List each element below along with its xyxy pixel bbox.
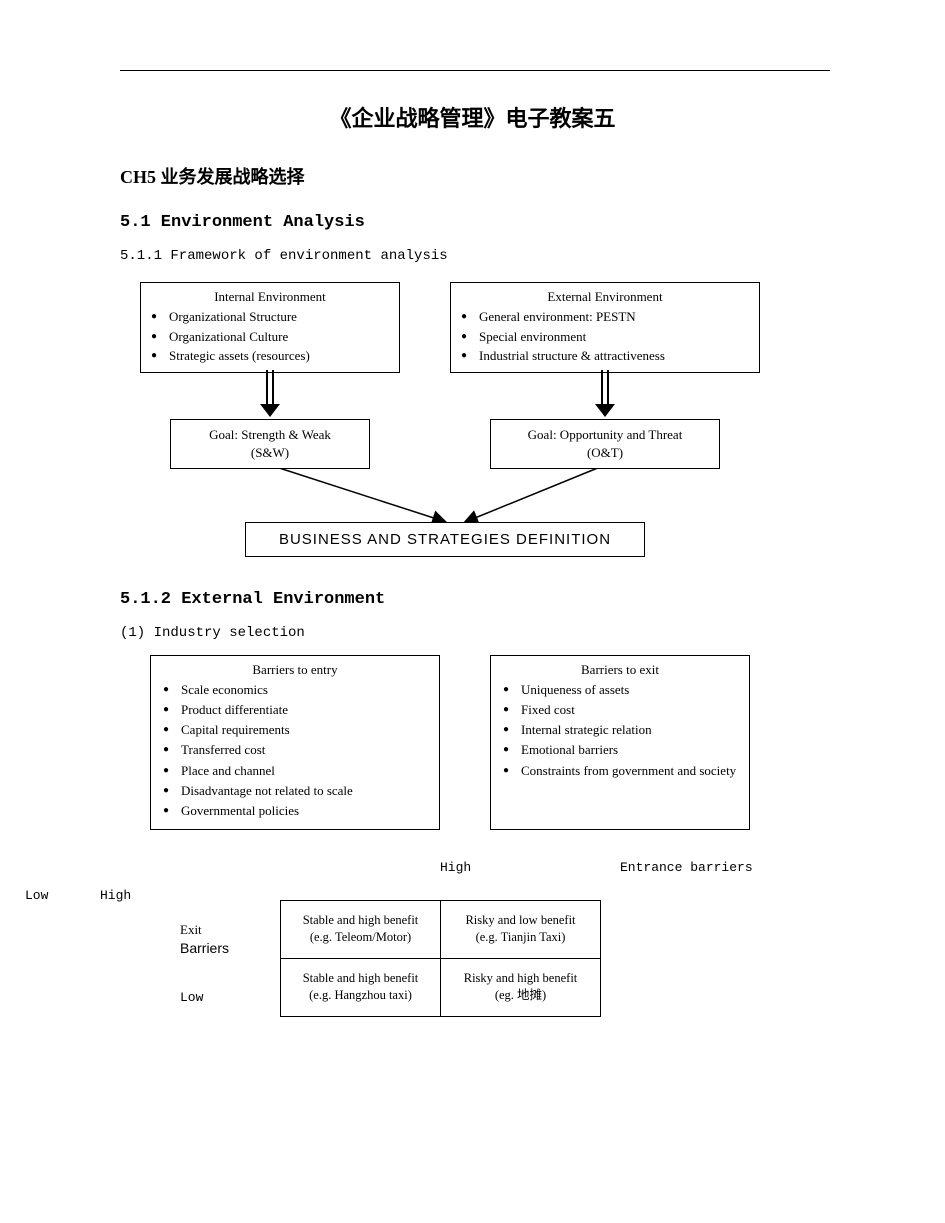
matrix-col-high: High	[440, 860, 471, 875]
external-environment-box: External Environment General environment…	[450, 282, 760, 373]
entry-item: Scale economics	[163, 680, 427, 700]
internal-item: Organizational Culture	[151, 327, 389, 347]
section-5-1: 5.1 Environment Analysis	[120, 213, 825, 232]
external-item: General environment: PESTN	[461, 307, 749, 327]
barriers-exit-title: Barriers to exit	[503, 662, 737, 678]
barriers-entry-box: Barriers to entry Scale economics Produc…	[150, 655, 440, 830]
exit-item: Emotional barriers	[503, 740, 737, 760]
cell-line1: Stable and high benefit	[285, 912, 436, 930]
external-item: Special environment	[461, 327, 749, 347]
entry-item: Governmental policies	[163, 801, 427, 821]
goal-sw-line1: Goal: Strength & Weak	[179, 426, 361, 444]
goal-strength-weak-box: Goal: Strength & Weak (S&W)	[170, 419, 370, 469]
matrix-barriers-label: Barriers	[180, 940, 229, 956]
entry-item: Place and channel	[163, 761, 427, 781]
matrix-cell: Risky and high benefit (eg. 地摊)	[441, 958, 601, 1016]
cell-line2: (e.g. Teleom/Motor)	[285, 929, 436, 947]
matrix-exit-label: Exit	[180, 922, 202, 938]
top-rule	[120, 70, 830, 71]
external-title: External Environment	[461, 289, 749, 305]
goal-ot-line1: Goal: Opportunity and Threat	[499, 426, 711, 444]
barriers-exit-box: Barriers to exit Uniqueness of assets Fi…	[490, 655, 750, 830]
entry-item: Capital requirements	[163, 720, 427, 740]
section-5-1-1: 5.1.1 Framework of environment analysis	[120, 248, 825, 264]
cell-line1: Risky and low benefit	[445, 912, 596, 930]
cell-line2: (e.g. Tianjin Taxi)	[445, 929, 596, 947]
exit-item: Fixed cost	[503, 700, 737, 720]
entry-item: Disadvantage not related to scale	[163, 781, 427, 801]
internal-title: Internal Environment	[151, 289, 389, 305]
cell-line2: (eg. 地摊)	[445, 987, 596, 1005]
matrix-cell: Risky and low benefit (e.g. Tianjin Taxi…	[441, 900, 601, 958]
framework-diagram: Internal Environment Organizational Stru…	[140, 282, 840, 562]
entry-item: Transferred cost	[163, 740, 427, 760]
internal-item: Organizational Structure	[151, 307, 389, 327]
goal-ot-line2: (O&T)	[499, 444, 711, 462]
matrix-row-low: Low	[180, 990, 203, 1005]
goal-opportunity-threat-box: Goal: Opportunity and Threat (O&T)	[490, 419, 720, 469]
exit-item: Internal strategic relation	[503, 720, 737, 740]
cell-line1: Risky and high benefit	[445, 970, 596, 988]
goal-sw-line2: (S&W)	[179, 444, 361, 462]
entry-exit-matrix: High Entrance barriers Low High Exit Bar…	[120, 860, 820, 1080]
barriers-row: Barriers to entry Scale economics Produc…	[150, 655, 825, 830]
cell-line1: Stable and high benefit	[285, 970, 436, 988]
matrix-cell: Stable and high benefit (e.g. Teleom/Mot…	[281, 900, 441, 958]
matrix-entrance-barriers: Entrance barriers	[620, 860, 753, 875]
exit-item: Constraints from government and society	[503, 761, 737, 781]
industry-selection-label: (1) Industry selection	[120, 625, 825, 641]
matrix-cell: Stable and high benefit (e.g. Hangzhou t…	[281, 958, 441, 1016]
section-5-1-2: 5.1.2 External Environment	[120, 590, 825, 609]
internal-item: Strategic assets (resources)	[151, 346, 389, 366]
business-strategies-definition-box: BUSINESS AND STRATEGIES DEFINITION	[245, 522, 645, 557]
cell-line2: (e.g. Hangzhou taxi)	[285, 987, 436, 1005]
internal-environment-box: Internal Environment Organizational Stru…	[140, 282, 400, 373]
exit-item: Uniqueness of assets	[503, 680, 737, 700]
matrix-table: Stable and high benefit (e.g. Teleom/Mot…	[280, 900, 601, 1017]
external-item: Industrial structure & attractiveness	[461, 346, 749, 366]
matrix-low-left: Low	[25, 888, 48, 903]
barriers-entry-title: Barriers to entry	[163, 662, 427, 678]
matrix-row-high: High	[100, 888, 131, 903]
page-title: 《企业战略管理》电子教案五	[120, 101, 825, 133]
chapter-heading: CH5 业务发展战略选择	[120, 163, 825, 189]
entry-item: Product differentiate	[163, 700, 427, 720]
